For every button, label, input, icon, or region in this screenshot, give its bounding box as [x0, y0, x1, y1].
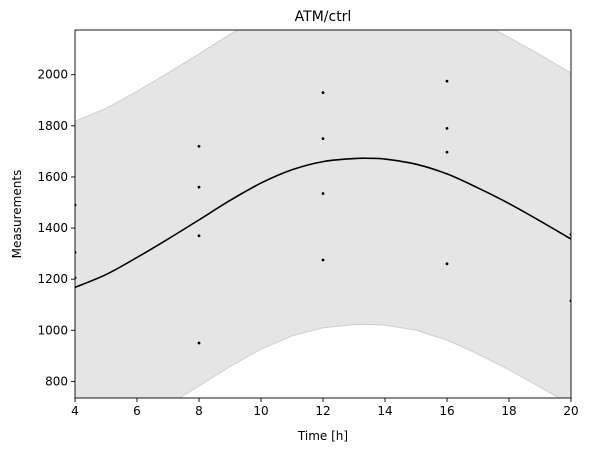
y-tick-label: 1200	[37, 272, 68, 286]
data-point	[321, 192, 325, 195]
y-tick-label: 800	[45, 374, 68, 388]
confidence-band	[75, 30, 571, 398]
data-point	[197, 234, 201, 238]
y-tick-label: 1400	[37, 221, 68, 235]
y-tick-label: 1600	[37, 170, 68, 184]
data-point	[321, 91, 325, 95]
x-tick-label: 12	[315, 404, 330, 418]
x-tick-label: 6	[133, 404, 141, 418]
band-lower-edge	[178, 323, 560, 398]
x-tick-label: 8	[195, 404, 203, 418]
y-tick-label: 2000	[37, 68, 68, 82]
data-point	[321, 137, 325, 141]
x-tick-label: 20	[563, 404, 578, 418]
band-upper-edge	[75, 30, 571, 122]
data-point	[445, 126, 449, 130]
data-point	[445, 262, 449, 266]
x-axis-label: Time [h]	[297, 429, 348, 443]
x-tick-label: 4	[71, 404, 79, 418]
data-point	[321, 258, 325, 262]
data-point	[197, 341, 201, 345]
x-tick-label: 18	[501, 404, 516, 418]
data-point	[445, 79, 449, 83]
fit-curve	[75, 157, 571, 289]
x-tick-label: 14	[377, 404, 392, 418]
x-axis: 4 6 8 10 12 14 16 18 20	[71, 398, 579, 418]
chart-title: ATM/ctrl	[295, 9, 352, 25]
data-point	[197, 144, 201, 148]
y-tick-label: 1000	[37, 323, 68, 337]
plot-area	[75, 30, 571, 398]
data-point	[445, 150, 449, 154]
x-tick-label: 10	[253, 404, 268, 418]
y-axis-label: Measurements	[10, 170, 24, 259]
y-tick-label: 1800	[37, 119, 68, 133]
data-point	[197, 185, 201, 189]
y-axis: 800 1000 1200 1400 1600 1800 2000	[37, 68, 75, 388]
x-tick-label: 16	[439, 404, 454, 418]
